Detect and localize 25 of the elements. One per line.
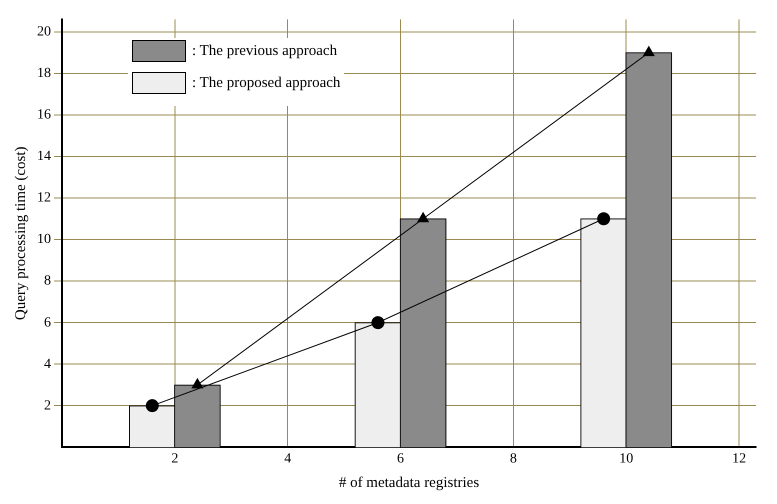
point bbox=[597, 212, 610, 226]
y-tick-label: 18 bbox=[37, 66, 51, 82]
y-tick-label: 4 bbox=[44, 356, 51, 372]
y-tick-label: 2 bbox=[44, 398, 51, 414]
y-tick-label: 6 bbox=[44, 315, 51, 330]
x-axis-title: # of metadata registries bbox=[338, 474, 480, 491]
y-tick-label: 16 bbox=[37, 108, 51, 123]
point bbox=[146, 399, 159, 412]
x-tick-label: 10 bbox=[619, 451, 634, 466]
x-tick-label: 12 bbox=[732, 451, 746, 466]
legend-label: : The proposed approach bbox=[192, 74, 340, 92]
x-tick-label: 2 bbox=[171, 451, 178, 466]
point bbox=[643, 46, 654, 56]
x-tick-label: 6 bbox=[397, 451, 404, 466]
x-tick-label: 8 bbox=[510, 451, 517, 466]
y-tick-label: 12 bbox=[37, 190, 51, 206]
point bbox=[417, 212, 429, 222]
y-tick-label: 20 bbox=[37, 24, 51, 40]
legend-label: : The previous approach bbox=[192, 42, 338, 60]
x-tick-label: 4 bbox=[284, 451, 292, 466]
y-axis-title: Query processing time (cost) bbox=[12, 146, 29, 320]
point bbox=[371, 316, 384, 330]
y-tick-label: 8 bbox=[44, 274, 51, 289]
y-tick-label: 14 bbox=[37, 149, 51, 164]
y-tick-label: 10 bbox=[37, 232, 51, 248]
